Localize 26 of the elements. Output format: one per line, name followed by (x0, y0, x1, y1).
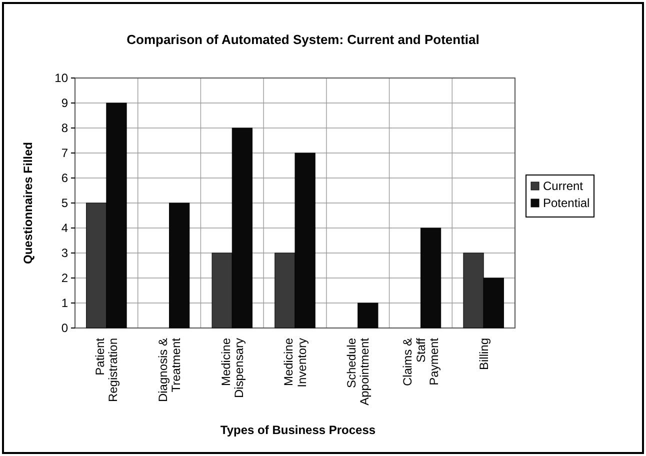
y-tick-label: 2 (61, 271, 68, 286)
x-tick-label: Patient Registration (93, 337, 120, 402)
y-tick-label: 1 (61, 296, 68, 310)
y-tick-label: 9 (61, 96, 68, 110)
x-tick-label: Diagnosis & Treatment (156, 337, 184, 402)
y-axis-title: Questionnaires Filled (21, 142, 35, 264)
y-tick-label: 3 (61, 246, 68, 260)
x-tick-label: Billing (476, 338, 491, 370)
x-tick-label: Schedule Appointment (344, 337, 372, 406)
x-tick-label: Medicine Dispensary (218, 338, 246, 398)
y-tick-label: 6 (61, 171, 68, 186)
chart-title: Comparison of Automated System: Current and Potential (126, 32, 480, 47)
bar (358, 302, 378, 328)
legend-label: Potential (543, 196, 590, 210)
bar (169, 202, 190, 328)
x-axis-title: Types of Business Process (220, 423, 376, 437)
bar (420, 228, 442, 328)
x-tick-label: Medicine Inventory (282, 338, 309, 388)
y-tick-label: 0 (61, 321, 68, 336)
y-tick-label: 10 (54, 71, 68, 86)
y-tick-label: 4 (61, 221, 68, 236)
y-tick-label: 5 (61, 196, 68, 210)
x-tick-label: Claims & Staff Payment (400, 337, 442, 386)
y-tick-label: 7 (61, 146, 68, 160)
y-tick-label: 8 (61, 121, 68, 136)
legend-label: Current (543, 179, 584, 194)
